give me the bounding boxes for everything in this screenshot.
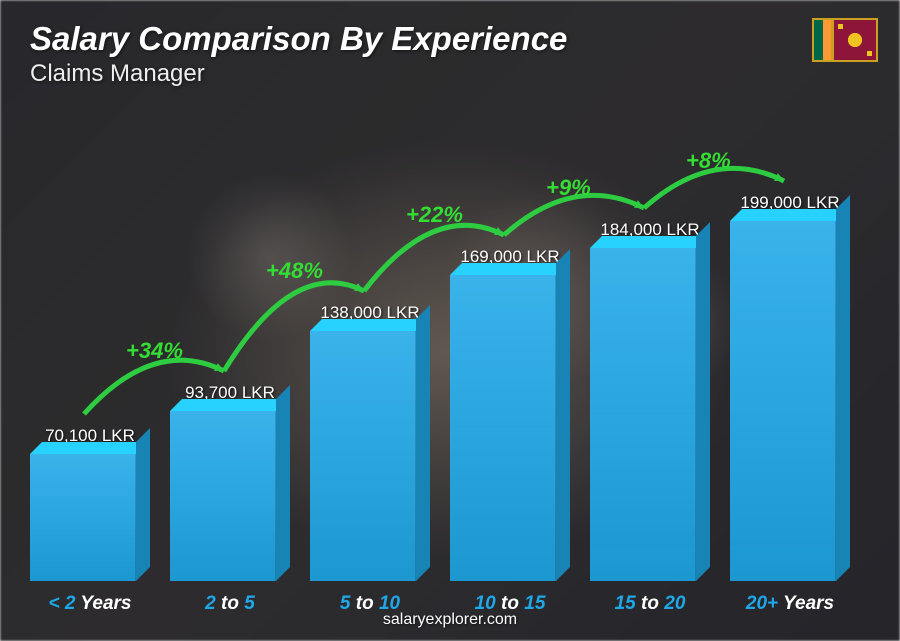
bar-column: 199,000 LKR20+ Years [730, 193, 850, 581]
increase-pct-label: +22% [406, 202, 463, 228]
bar-column: 138,000 LKR5 to 10 [310, 303, 430, 581]
footer-source: salaryexplorer.com [0, 611, 900, 629]
bar-column: 169,000 LKR10 to 15 [450, 247, 570, 581]
increase-pct-label: +8% [686, 148, 731, 174]
bar-column: 184,000 LKR15 to 20 [590, 220, 710, 581]
country-flag-icon [812, 18, 878, 62]
chart-subtitle: Claims Manager [30, 60, 870, 88]
chart-container: Salary Comparison By Experience Claims M… [0, 0, 900, 641]
bar-chart: 70,100 LKR< 2 Years93,700 LKR2 to 5138,0… [30, 101, 850, 581]
bar-column: 70,100 LKR< 2 Years [30, 426, 150, 581]
increase-pct-label: +9% [546, 175, 591, 201]
bar [170, 411, 290, 581]
bar [450, 275, 570, 581]
increase-pct-label: +48% [266, 258, 323, 284]
bar [310, 331, 430, 581]
bar [730, 221, 850, 581]
bar [590, 248, 710, 581]
increase-pct-label: +34% [126, 338, 183, 364]
chart-title: Salary Comparison By Experience [30, 20, 870, 58]
bar-column: 93,700 LKR2 to 5 [170, 383, 290, 581]
bar [30, 454, 150, 581]
